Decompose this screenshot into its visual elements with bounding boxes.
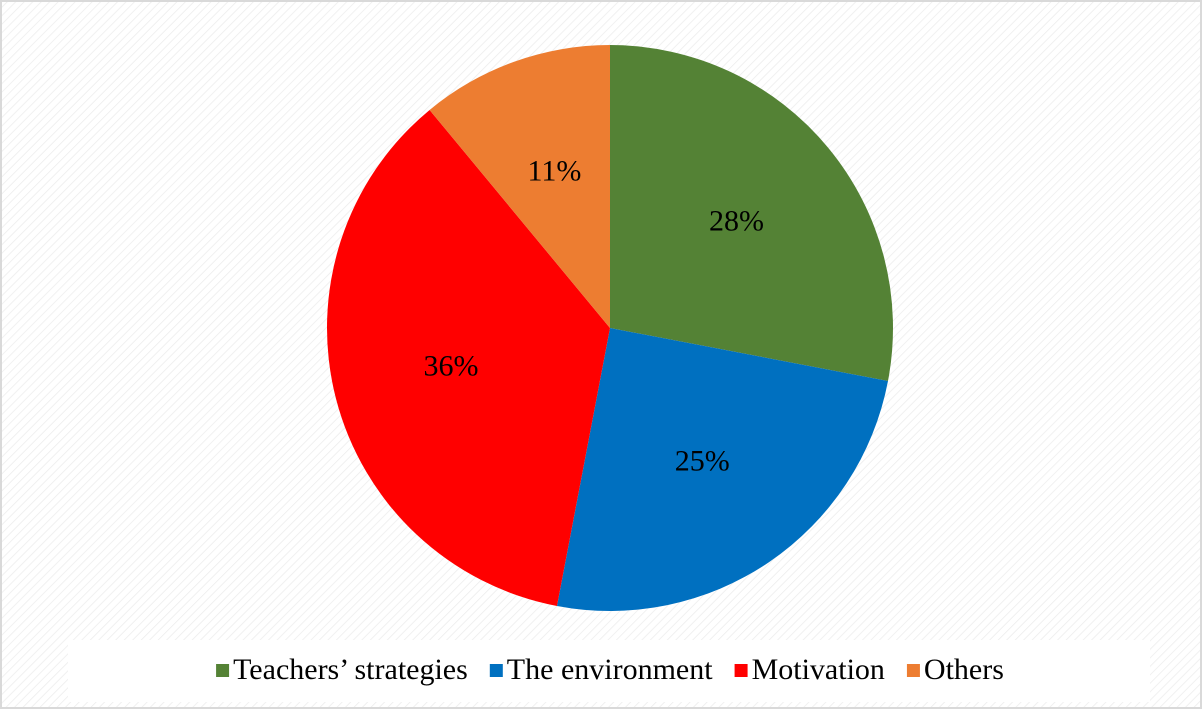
legend-label: The environment xyxy=(507,653,713,686)
legend-marker xyxy=(489,664,503,677)
legend-label: Teachers’ strategies xyxy=(233,653,468,686)
pie-slice xyxy=(610,45,894,382)
data-label: 28% xyxy=(709,204,764,237)
data-label: 36% xyxy=(424,350,479,383)
legend-label: Motivation xyxy=(752,653,885,686)
legend-marker xyxy=(216,664,230,677)
legend-marker xyxy=(734,664,748,677)
pie-slice xyxy=(429,45,610,328)
data-label: 25% xyxy=(675,445,730,478)
legend: Teachers’ strategies The environment Motiv… xyxy=(216,653,1004,686)
pie-slice xyxy=(327,109,610,606)
legend-label: Others xyxy=(924,653,1004,686)
pie: 28% 25% 36% 11% xyxy=(327,45,894,611)
legend-marker xyxy=(906,664,920,677)
pie-slice xyxy=(556,328,888,611)
data-label: 11% xyxy=(527,154,581,187)
legend-background xyxy=(68,640,1150,702)
